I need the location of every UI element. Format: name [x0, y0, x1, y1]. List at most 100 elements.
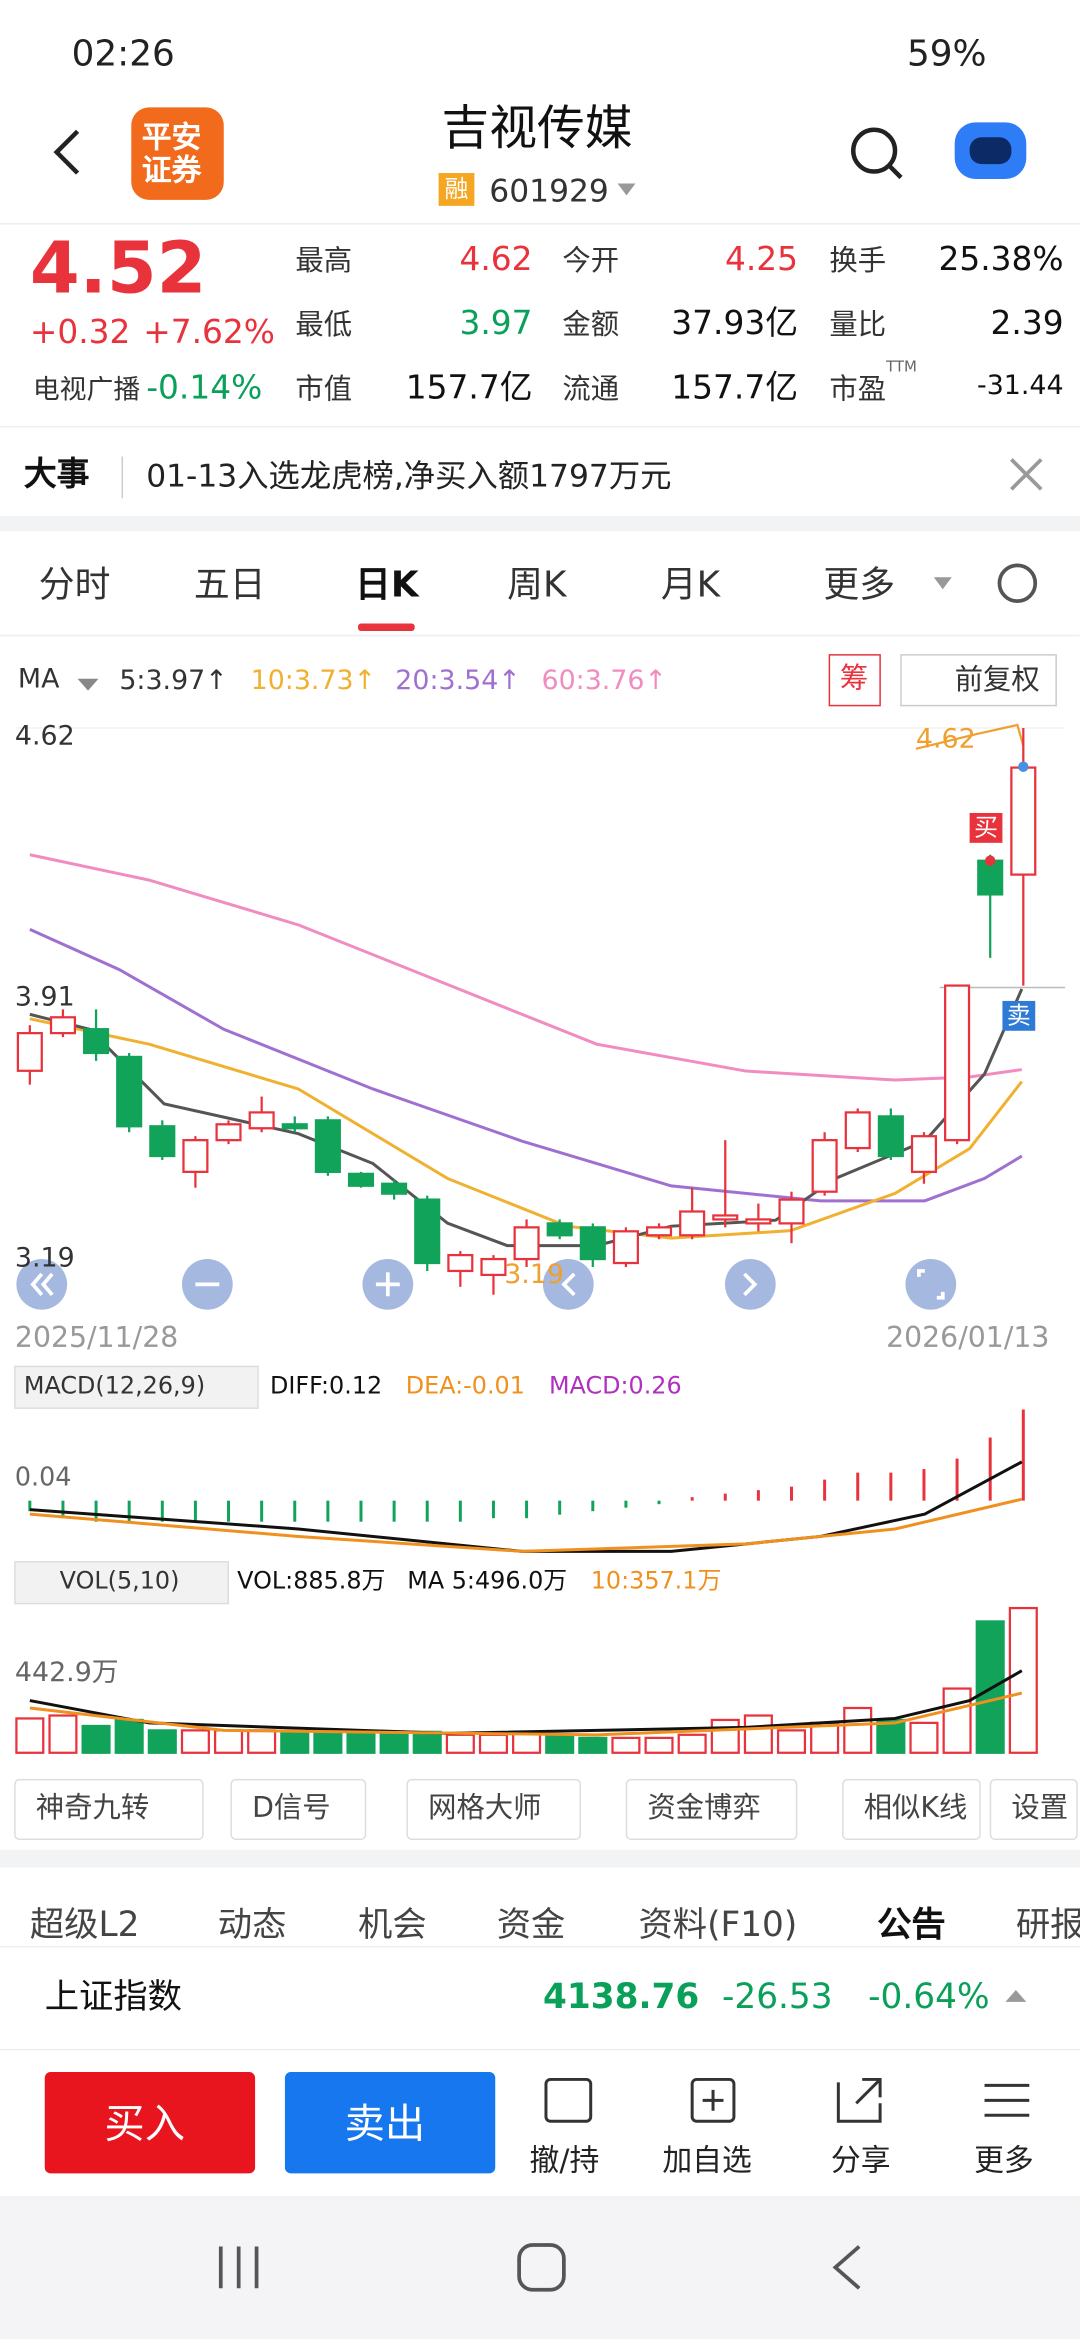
back[interactable]	[832, 2245, 861, 2290]
info-tab[interactable]: 动态	[217, 1906, 287, 1946]
expand-icon[interactable]	[1005, 1989, 1027, 2002]
search-icon[interactable]	[851, 127, 898, 174]
next[interactable]	[724, 1259, 776, 1310]
tab[interactable]: 日K	[355, 563, 419, 606]
stat-value: 3.97	[459, 305, 533, 344]
action-label[interactable]: 撤/持	[529, 2142, 600, 2178]
volume-bar	[247, 1729, 277, 1754]
macd-box[interactable]	[14, 1365, 259, 1409]
price-axis-label: 3.91	[14, 981, 75, 1013]
info-tab[interactable]: 研报	[1015, 1906, 1080, 1946]
end-date: 2026/01/13	[886, 1321, 1050, 1355]
info-tab[interactable]: 机会	[358, 1906, 427, 1946]
status-battery: 59%	[906, 32, 987, 75]
adjust-box[interactable]	[900, 654, 1057, 707]
tab[interactable]: 五日	[193, 563, 266, 606]
chip-box[interactable]	[828, 654, 881, 707]
volume-bar	[313, 1730, 343, 1754]
ma60-line	[29, 853, 1023, 1082]
ma-item: 60:3.76↑	[541, 665, 668, 697]
candle-body	[944, 984, 971, 1142]
recents[interactable]	[218, 2246, 259, 2289]
tool-button[interactable]: 神奇九转	[35, 1791, 150, 1825]
dropdown[interactable]	[617, 183, 636, 196]
stat-value: 4.62	[459, 241, 533, 279]
action-label[interactable]: 更多	[974, 2142, 1034, 2178]
chart-controls[interactable]	[16, 1259, 957, 1310]
action-label[interactable]: 分享	[830, 2142, 891, 2178]
candle-body	[712, 1214, 739, 1221]
close-icon[interactable]	[1010, 458, 1043, 491]
tool-button[interactable]: 相似K线	[863, 1791, 968, 1825]
chip-button[interactable]: 筹	[839, 662, 869, 696]
candle-body	[513, 1226, 540, 1261]
vol-ma10: 10:357.1万	[590, 1566, 722, 1595]
ma-item: 20:3.54↑	[395, 665, 521, 697]
tool-button-box	[842, 1778, 981, 1841]
candle-body	[182, 1139, 209, 1173]
info-tab[interactable]: 资料(F10)	[638, 1906, 798, 1946]
ma-item: 5:3.97↑	[119, 665, 228, 697]
volume-bar	[876, 1718, 906, 1754]
home[interactable]	[517, 2243, 566, 2292]
dropdown[interactable]	[933, 577, 952, 590]
dea-line	[29, 1497, 1023, 1553]
stat-label: 量比	[829, 308, 887, 342]
stock-code: 601929	[489, 173, 609, 209]
volume-bar	[48, 1714, 78, 1754]
glyph	[917, 1269, 945, 1300]
tab[interactable]: 周K	[507, 563, 567, 606]
candle-body	[679, 1210, 706, 1237]
tab-indicator	[358, 623, 415, 631]
action-icons	[544, 2077, 1030, 2123]
buy-dot	[984, 855, 996, 866]
tab[interactable]: 月K	[660, 563, 721, 606]
info-tab[interactable]: 资金	[496, 1906, 566, 1946]
logo-text: 平安	[141, 119, 202, 156]
candle-body	[745, 1218, 772, 1225]
tool-button-box	[625, 1778, 798, 1841]
price-axis-label: 4.62	[14, 720, 75, 752]
prev[interactable]	[542, 1259, 594, 1310]
buy-button[interactable]	[44, 2071, 256, 2174]
back-icon[interactable]	[53, 129, 80, 175]
tool-button[interactable]: 资金博弈	[647, 1791, 761, 1825]
tool-button[interactable]: 设置	[1011, 1791, 1069, 1825]
volume-bar	[909, 1721, 939, 1754]
volume-bar	[677, 1733, 707, 1754]
ma-label[interactable]: MA	[17, 663, 60, 696]
volume-bar	[114, 1718, 144, 1754]
stat-label: 市值	[295, 372, 353, 406]
dropdown[interactable]	[77, 678, 99, 691]
tab[interactable]: 更多	[823, 563, 896, 606]
vol-box[interactable]	[14, 1561, 229, 1605]
macd-name[interactable]: MACD(12,26,9)	[23, 1370, 206, 1400]
candle-body	[116, 1055, 143, 1128]
info-tab[interactable]: 公告	[877, 1906, 946, 1946]
system-nav[interactable]	[218, 2243, 861, 2292]
stat-value: 2.39	[990, 305, 1064, 344]
tool-button[interactable]: D信号	[252, 1791, 331, 1825]
candle-body	[1010, 766, 1037, 876]
fullscreen[interactable]	[905, 1259, 957, 1310]
index-name[interactable]: 上证指数	[44, 1978, 182, 2017]
sell-label[interactable]: 卖出	[344, 2101, 426, 2149]
adjust-button[interactable]: 前复权	[954, 663, 1040, 697]
info-tab[interactable]: 超级L2	[29, 1906, 140, 1946]
low-marker: 3.19	[504, 1259, 564, 1291]
tab[interactable]: 分时	[38, 563, 111, 606]
volume-bar	[445, 1733, 475, 1754]
icon	[702, 2089, 724, 2111]
sector: 电视广播	[32, 374, 141, 406]
sell-button[interactable]	[284, 2071, 496, 2174]
action-label[interactable]: 加自选	[662, 2142, 752, 2178]
buy-label[interactable]: 买入	[104, 2101, 185, 2149]
start-date: 2025/11/28	[14, 1321, 179, 1355]
volume-bar	[776, 1729, 807, 1754]
vol-name[interactable]: VOL(5,10)	[59, 1566, 180, 1595]
settings-icon[interactable]	[997, 563, 1038, 604]
news-text[interactable]: 01-13入选龙虎榜,净买入额1797万元	[146, 457, 672, 494]
tool-button[interactable]: 网格大师	[428, 1791, 542, 1825]
candle-body	[645, 1226, 673, 1237]
